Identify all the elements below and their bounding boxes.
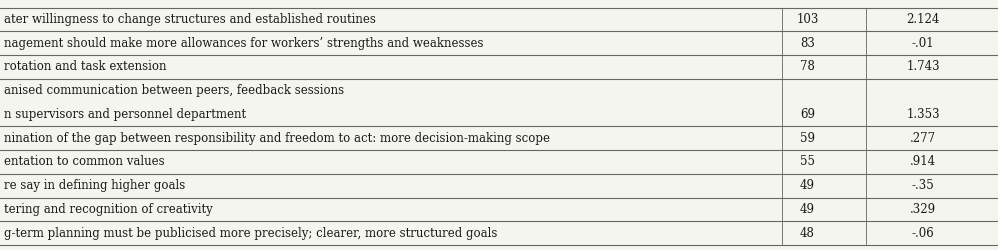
Text: 1.353: 1.353 [906, 108, 940, 121]
Text: 69: 69 [799, 108, 815, 121]
Text: 2.124: 2.124 [906, 13, 940, 26]
Text: 59: 59 [799, 132, 815, 144]
Text: 103: 103 [796, 13, 818, 26]
Text: entation to common values: entation to common values [4, 155, 165, 168]
Text: .914: .914 [910, 155, 936, 168]
Text: 1.743: 1.743 [906, 60, 940, 74]
Text: tering and recognition of creativity: tering and recognition of creativity [4, 203, 213, 216]
Text: nination of the gap between responsibility and freedom to act: more decision-mak: nination of the gap between responsibili… [4, 132, 550, 144]
Text: re say in defining higher goals: re say in defining higher goals [4, 179, 186, 192]
Text: .329: .329 [910, 203, 936, 216]
Text: 49: 49 [799, 203, 815, 216]
Text: 83: 83 [800, 36, 814, 50]
Text: n supervisors and personnel department: n supervisors and personnel department [4, 108, 247, 121]
Text: 48: 48 [800, 226, 814, 239]
Text: -.06: -.06 [912, 226, 934, 239]
Text: ater willingness to change structures and established routines: ater willingness to change structures an… [4, 13, 376, 26]
Text: 78: 78 [800, 60, 814, 74]
Text: 49: 49 [799, 179, 815, 192]
Text: .277: .277 [910, 132, 936, 144]
Text: -.35: -.35 [912, 179, 934, 192]
Text: rotation and task extension: rotation and task extension [4, 60, 167, 74]
Text: g-term planning must be publicised more precisely; clearer, more structured goal: g-term planning must be publicised more … [4, 226, 497, 239]
Text: nagement should make more allowances for workers’ strengths and weaknesses: nagement should make more allowances for… [4, 36, 483, 50]
Text: -.01: -.01 [912, 36, 934, 50]
Text: anised communication between peers, feedback sessions: anised communication between peers, feed… [4, 84, 344, 97]
Text: 55: 55 [799, 155, 815, 168]
